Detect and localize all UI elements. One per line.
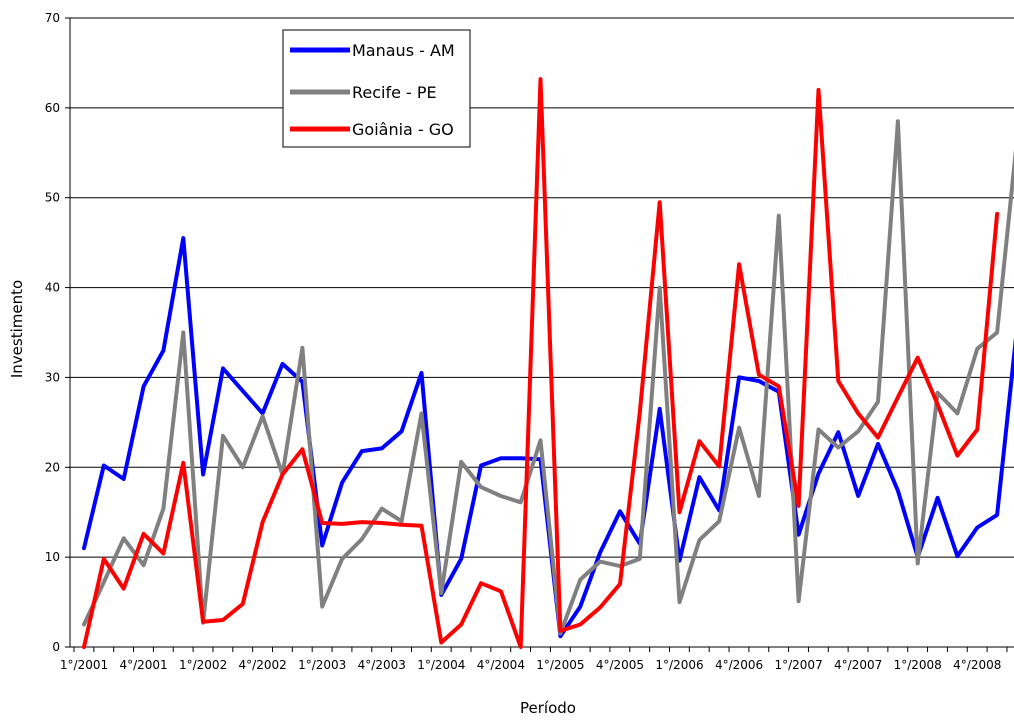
x-tick-label: 4°/2008 [953,658,1001,672]
x-tick-label: 1°/2001 [60,658,108,672]
y-axis-title: Investimento [8,280,26,378]
legend-item-recife: Recife - PE [290,83,437,102]
x-tick-label: 4°/2005 [596,658,644,672]
x-tick-label: 4°/2007 [834,658,882,672]
x-tick-label: 4°/2003 [358,658,406,672]
tick-labels: 0 10 20 30 40 50 60 70 1°/2001 4°/2001 1°/2002 4°/2… [45,11,1002,672]
x-tick-label: 4°/2001 [119,658,167,672]
y-tick-label: 60 [45,101,60,115]
x-tick-label: 1°/2003 [298,658,346,672]
x-tick-label: 4°/2006 [715,658,763,672]
series-line-recife [82,119,1014,636]
y-tick-label: 30 [45,370,60,384]
x-tick-label: 1°/2006 [655,658,703,672]
series-lines [82,77,1014,649]
legend: Manaus - AM Recife - PE Goiânia - GO [282,29,471,148]
x-tick-label: 1°/2007 [774,658,822,672]
legend-label-recife: Recife - PE [352,83,437,102]
axes [65,17,1014,652]
y-tick-label: 0 [52,640,60,654]
x-tick-label: 4°/2004 [477,658,525,672]
x-tick-label: 4°/2002 [239,658,287,672]
y-tick-label: 70 [45,11,60,25]
x-tick-label: 1°/2005 [536,658,584,672]
series-line-goiania [82,77,1000,649]
legend-label-manaus: Manaus - AM [352,41,455,60]
x-tick-label: 1°/2002 [179,658,227,672]
x-tick-label: 1°/2004 [417,658,465,672]
legend-item-manaus: Manaus - AM [290,41,455,60]
legend-label-goiania: Goiânia - GO [352,120,454,139]
y-tick-label: 10 [45,550,60,564]
y-tick-label: 50 [45,191,60,205]
y-tick-label: 40 [45,281,60,295]
x-tick-label: 1°/2008 [894,658,942,672]
x-axis-title: Período [520,699,576,717]
legend-item-goiania: Goiânia - GO [290,120,454,139]
y-tick-label: 20 [45,460,60,474]
